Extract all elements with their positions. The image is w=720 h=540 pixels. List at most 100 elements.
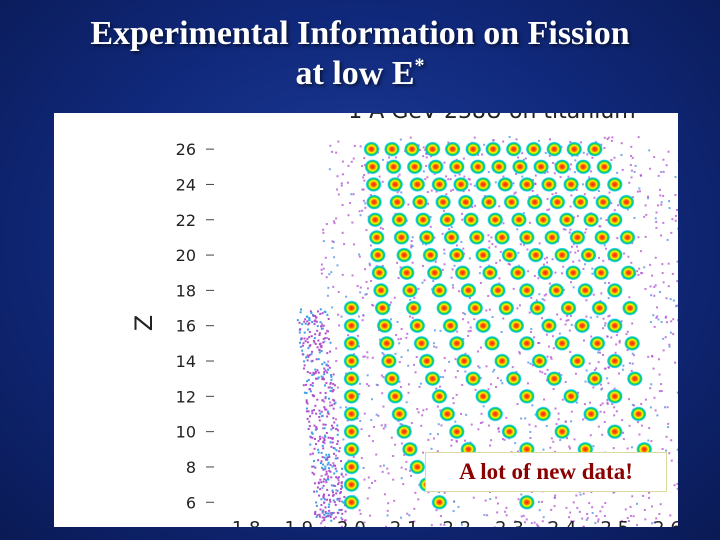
isotope-spot: [593, 265, 610, 281]
noise-dot: [469, 183, 472, 186]
noise-dot: [548, 208, 551, 211]
isotope-spot: [431, 494, 448, 510]
noise-dot: [546, 368, 549, 371]
noise-dot: [308, 336, 311, 339]
noise-dot: [498, 277, 501, 280]
noise-dot: [329, 383, 332, 386]
noise-dot: [437, 491, 440, 494]
noise-dot: [313, 341, 316, 344]
isotope-spot: [624, 335, 641, 351]
noise-dot: [522, 514, 525, 517]
noise-dot: [526, 382, 529, 385]
noise-dot: [334, 485, 337, 488]
isotope-spot: [569, 353, 586, 369]
noise-dot: [611, 136, 614, 139]
title-line-2: at low E*: [0, 54, 720, 94]
noise-dot: [538, 509, 541, 512]
noise-dot: [324, 408, 327, 411]
noise-dot: [477, 428, 480, 431]
noise-dot: [444, 369, 447, 372]
isotope-spot: [586, 141, 603, 157]
noise-dot: [400, 327, 403, 330]
isotope-spot: [384, 141, 401, 157]
x-tick-label: 2.6: [653, 518, 678, 527]
noise-dot: [502, 140, 505, 143]
noise-dot: [345, 295, 348, 298]
noise-dot: [501, 438, 504, 441]
noise-dot: [464, 370, 467, 373]
noise-dot: [607, 297, 610, 300]
noise-dot: [323, 501, 326, 504]
noise-dot: [668, 343, 671, 346]
isotope-spot: [583, 406, 600, 422]
noise-dot: [617, 204, 620, 207]
noise-dot: [531, 404, 534, 407]
noise-dot: [345, 473, 348, 476]
noise-dot: [335, 470, 338, 473]
noise-dot: [585, 369, 588, 372]
noise-dot: [433, 342, 436, 345]
noise-dot: [461, 383, 464, 386]
noise-dot: [372, 304, 375, 307]
noise-dot: [496, 511, 499, 514]
isotope-spot: [622, 300, 639, 316]
noise-dot: [332, 417, 335, 420]
noise-dot: [590, 335, 593, 338]
noise-dot: [568, 516, 571, 519]
noise-dot: [331, 424, 334, 427]
noise-dot: [325, 223, 328, 226]
noise-dot: [649, 387, 652, 390]
noise-dot: [540, 500, 543, 503]
isotope-spot: [540, 318, 557, 334]
noise-dot: [533, 336, 536, 339]
noise-dot: [528, 311, 531, 314]
noise-dot: [579, 141, 582, 144]
noise-dot: [545, 424, 548, 427]
noise-dot: [383, 493, 386, 496]
isotope-spot: [422, 247, 439, 263]
y-tick-label: 20: [176, 246, 196, 265]
noise-dot: [306, 320, 309, 323]
isotope-spot: [475, 388, 492, 404]
noise-dot: [331, 494, 334, 497]
isotope-spot: [467, 300, 484, 316]
noise-dot: [333, 472, 336, 475]
noise-dot: [535, 299, 538, 302]
noise-dot: [639, 250, 642, 253]
noise-dot: [299, 328, 302, 331]
noise-dot: [472, 496, 475, 499]
noise-dot: [627, 255, 630, 258]
noise-dot: [317, 339, 320, 342]
isotope-spot: [540, 176, 557, 192]
noise-dot: [605, 219, 608, 222]
noise-dot: [471, 205, 474, 208]
noise-dot: [632, 515, 635, 518]
noise-dot: [359, 420, 362, 423]
noise-dot: [380, 424, 383, 427]
noise-dot: [516, 307, 519, 310]
noise-dot: [507, 262, 510, 265]
isotope-spot: [487, 212, 504, 228]
noise-dot: [665, 435, 668, 438]
noise-dot: [335, 476, 338, 479]
noise-dot: [336, 440, 339, 443]
noise-dot: [329, 381, 332, 384]
noise-dot: [329, 470, 332, 473]
noise-dot: [333, 256, 336, 259]
noise-dot: [381, 392, 384, 395]
noise-dot: [327, 360, 330, 363]
noise-dot: [432, 279, 435, 282]
noise-dot: [308, 354, 311, 357]
noise-dot: [309, 415, 312, 418]
noise-dot: [312, 409, 315, 412]
noise-dot: [312, 314, 315, 317]
noise-dot: [411, 236, 414, 239]
noise-dot: [325, 382, 328, 385]
noise-dot: [633, 216, 636, 219]
noise-dot: [300, 308, 303, 311]
noise-dot: [607, 136, 610, 139]
noise-dot: [303, 320, 306, 323]
noise-dot: [661, 263, 664, 266]
noise-dot: [457, 505, 460, 508]
isotope-spot: [546, 371, 563, 387]
